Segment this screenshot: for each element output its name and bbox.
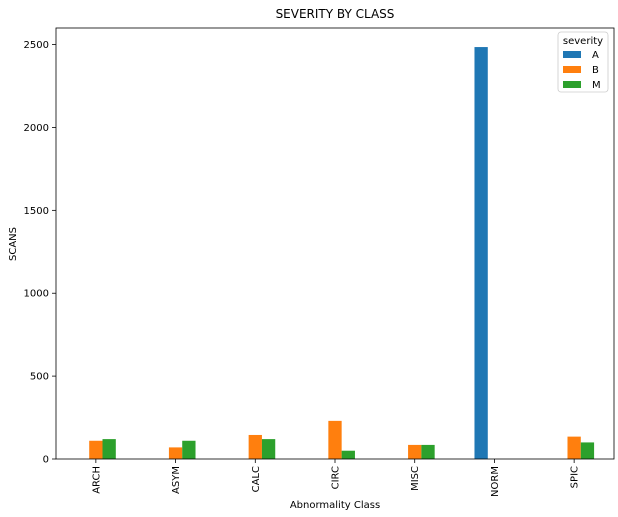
y-tick-label: 1000: [24, 289, 49, 300]
bar-B-misc: [408, 444, 422, 459]
bar-M-asym: [182, 440, 196, 459]
y-tick-label: 0: [43, 455, 49, 466]
legend-title: severity: [563, 36, 603, 47]
legend-label-M: M: [592, 80, 601, 91]
x-tick-label-spic: SPIC: [570, 466, 581, 488]
legend: severity ABM: [557, 31, 609, 93]
legend-swatch-A: [563, 51, 581, 58]
legend-swatch-M: [563, 81, 581, 88]
x-axis: ARCH ASYM CALC CIRC MISC NORM SPIC: [91, 459, 581, 497]
bar-A-norm: [474, 47, 488, 459]
y-axis: 0 500 1000 1500 2000 2500: [24, 40, 56, 466]
legend-box: [557, 31, 609, 93]
x-tick-label-asym: ASYM: [171, 466, 182, 494]
legend-swatch-B: [563, 66, 581, 73]
bar-M-misc: [421, 444, 435, 459]
bar-B-arch: [89, 440, 103, 459]
bar-M-circ: [341, 450, 355, 459]
x-axis-title: Abnormality Class: [290, 500, 380, 511]
bar-M-calc: [261, 439, 276, 459]
bar-B-asym: [168, 447, 183, 459]
y-tick-label: 2500: [24, 40, 49, 51]
y-tick-label: 500: [30, 372, 49, 383]
bar-B-calc: [248, 434, 262, 459]
y-axis-title: SCANS: [8, 227, 19, 261]
plot-frame: [55, 27, 615, 460]
x-tick-label-norm: NORM: [490, 466, 501, 497]
x-tick-label-calc: CALC: [251, 466, 262, 492]
y-tick-label: 2000: [24, 123, 49, 134]
bar-M-arch: [102, 439, 116, 459]
x-tick-label-circ: CIRC: [331, 466, 342, 489]
legend-label-B: B: [592, 65, 599, 76]
x-tick-label-arch: ARCH: [91, 466, 102, 494]
bars-group: [89, 47, 595, 459]
chart-title: SEVERITY BY CLASS: [276, 7, 395, 21]
legend-label-A: A: [592, 50, 599, 61]
bar-B-spic: [567, 436, 581, 459]
x-tick-label-misc: MISC: [410, 466, 421, 491]
y-tick-label: 1500: [24, 206, 49, 217]
bar-M-spic: [580, 442, 595, 459]
bar-B-circ: [328, 420, 342, 459]
